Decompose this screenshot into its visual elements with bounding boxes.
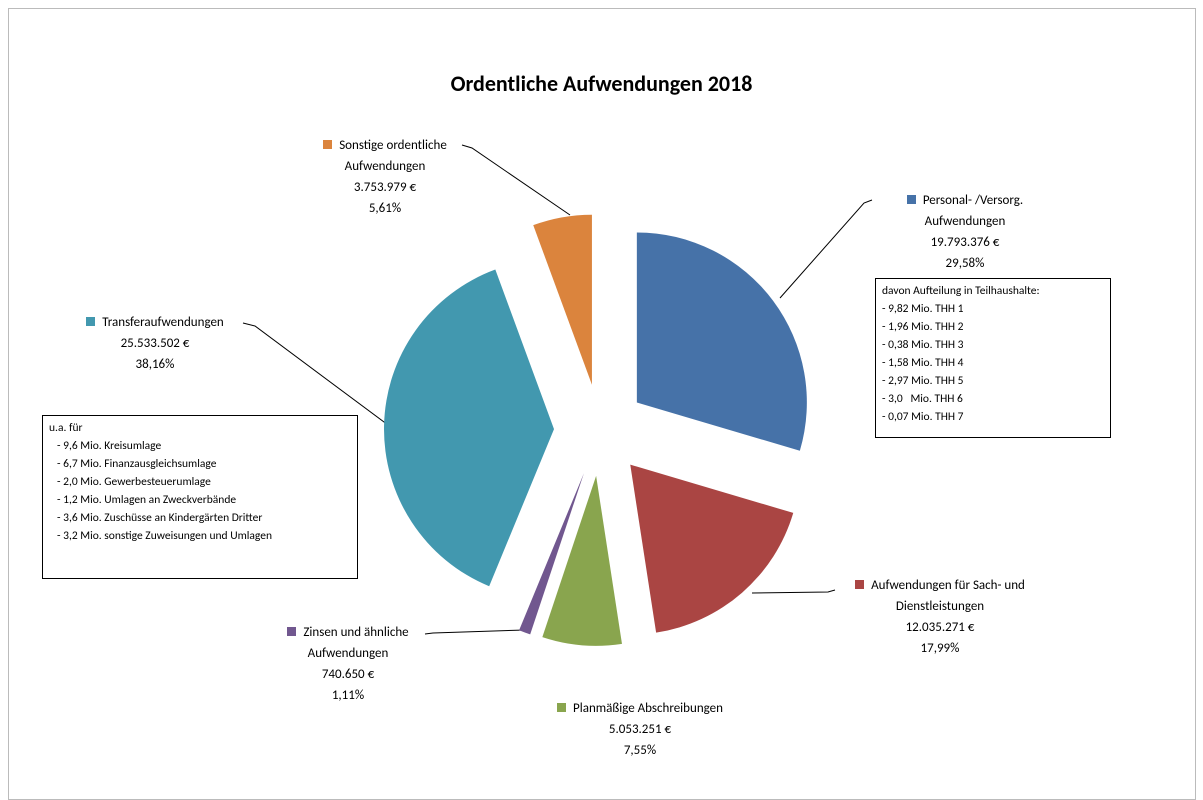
- pie-slice: [636, 232, 807, 451]
- value-label: 740.650 €: [321, 667, 375, 682]
- leader-line: [779, 199, 873, 299]
- label-name: Personal- /Versorg. Aufwendungen: [890, 190, 1040, 232]
- data-label: Zinsen und ähnliche Aufwendungen 740.650 …: [263, 622, 433, 706]
- pie-slice: [533, 214, 592, 385]
- annotation-item: - 1,96 Mio. THH 2: [882, 320, 964, 334]
- annotation-item: - 2,97 Mio. THH 5: [882, 374, 964, 388]
- category-label: Aufwendungen für Sach- und Dienstleistun…: [871, 578, 1025, 614]
- category-label: Transferaufwendungen: [102, 315, 224, 330]
- leader-line: [424, 629, 526, 635]
- pie-slice: [384, 269, 555, 587]
- legend-swatch: [287, 627, 297, 636]
- legend-swatch: [557, 703, 567, 712]
- category-label: Zinsen und ähnliche Aufwendungen: [303, 625, 409, 661]
- annotation-item: - 9,82 Mio. THH 1: [882, 302, 964, 316]
- data-label: Aufwendungen für Sach- und Dienstleistun…: [835, 575, 1045, 659]
- annotation-item: - 2,0 Mio. Gewerbesteuerumlage: [57, 475, 211, 489]
- label-name: Zinsen und ähnliche Aufwendungen: [263, 622, 433, 664]
- value-label: 5.053.251 €: [608, 722, 672, 737]
- annotation-title: u.a. für: [49, 421, 83, 435]
- annotation-item: - 6,7 Mio. Finanzausgleichsumlage: [57, 457, 217, 471]
- percentage-label: 38,16%: [135, 357, 175, 372]
- value-label: 25.533.502 €: [120, 336, 190, 351]
- data-label: Planmäßige Abschreibungen 5.053.251 € 7,55…: [520, 698, 760, 761]
- data-label: Sonstige ordentliche Aufwendungen 3.753.9…: [290, 135, 480, 219]
- legend-swatch: [323, 140, 333, 149]
- label-name: Sonstige ordentliche Aufwendungen: [290, 135, 480, 177]
- label-name: Transferaufwendungen: [55, 312, 255, 333]
- category-label: Personal- /Versorg. Aufwendungen: [922, 193, 1024, 229]
- legend-swatch: [86, 317, 96, 326]
- annotation-item: - 3,0 Mio. THH 6: [882, 392, 963, 406]
- percentage-label: 29,58%: [945, 256, 985, 271]
- annotation-item: - 9,6 Mio. Kreisumlage: [57, 439, 162, 453]
- annotation-box: u.a. für - 9,6 Mio. Kreisumlage - 6,7 Mio.…: [42, 415, 358, 579]
- category-label: Planmäßige Abschreibungen: [573, 701, 723, 716]
- pie-slice: [519, 473, 584, 635]
- percentage-label: 17,99%: [920, 641, 960, 656]
- annotation-item: - 0,07 Mio. THH 7: [882, 410, 964, 424]
- chart-title: Ordentliche Aufwendungen 2018: [450, 70, 753, 97]
- pie-slice: [542, 475, 622, 646]
- annotation-item: - 0,38 Mio. THH 3: [882, 338, 964, 352]
- legend-swatch: [855, 580, 865, 589]
- leader-line: [461, 144, 571, 216]
- value-label: 3.753.979 €: [353, 180, 417, 195]
- data-label: Transferaufwendungen 25.533.502 € 38,16%: [55, 312, 255, 375]
- pie-slice: [630, 464, 794, 633]
- label-name: Planmäßige Abschreibungen: [520, 698, 760, 719]
- label-name: Aufwendungen für Sach- und Dienstleistun…: [835, 575, 1045, 617]
- annotation-item: - 3,6 Mio. Zuschüsse an Kindergärten Dri…: [57, 511, 263, 525]
- annotation-box: davon Aufteilung in Teilhaushalte: - 9,82…: [875, 278, 1111, 438]
- value-label: 19.793.376 €: [930, 235, 1000, 250]
- leader-line: [751, 589, 836, 594]
- annotation-item: - 1,58 Mio. THH 4: [882, 356, 964, 370]
- legend-swatch: [906, 195, 916, 204]
- value-label: 12.035.271 €: [905, 620, 975, 635]
- leader-line: [242, 322, 393, 429]
- annotation-title: davon Aufteilung in Teilhaushalte:: [882, 284, 1040, 298]
- annotation-item: - 1,2 Mio. Umlagen an Zweckverbände: [57, 493, 237, 507]
- percentage-label: 1,11%: [331, 688, 365, 703]
- percentage-label: 5,61%: [368, 201, 402, 216]
- leader-lines: [242, 144, 873, 635]
- category-label: Sonstige ordentliche Aufwendungen: [339, 138, 447, 174]
- percentage-label: 7,55%: [623, 743, 657, 758]
- data-label: Personal- /Versorg. Aufwendungen 19.793.3…: [890, 190, 1040, 274]
- annotation-item: - 3,2 Mio. sonstige Zuweisungen und Umla…: [57, 529, 272, 543]
